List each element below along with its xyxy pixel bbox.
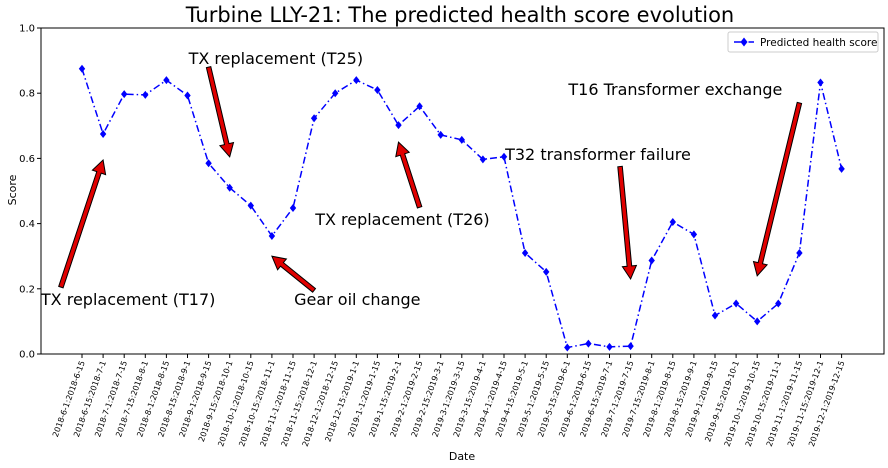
data-point-marker [543, 267, 550, 276]
data-point-marker [437, 130, 444, 139]
y-tick-label: 0.0 [19, 350, 35, 361]
y-tick-label: 0.8 [19, 89, 35, 100]
data-point-marker [374, 85, 381, 94]
data-point-marker [332, 89, 339, 98]
data-point-marker [585, 339, 592, 348]
annotation-label: TX replacement (T26) [314, 210, 489, 229]
data-point-marker [416, 102, 423, 111]
annotation-arrow [752, 101, 803, 277]
data-point-marker [163, 76, 170, 85]
annotation-arrow [395, 141, 423, 209]
legend-entry: Predicted health score [760, 37, 877, 49]
data-point-marker [458, 135, 465, 144]
annotation-label: T32 transformer failure [504, 145, 691, 164]
y-tick-label: 0.4 [19, 219, 35, 230]
legend-box [727, 31, 879, 53]
data-point-marker [796, 248, 803, 257]
annotation-label: TX replacement (T17) [40, 290, 215, 309]
data-point-marker [711, 311, 719, 320]
data-point-marker [817, 78, 824, 87]
data-point-marker [226, 183, 233, 192]
data-point-marker [775, 299, 782, 308]
data-point-marker [247, 201, 254, 210]
annotation-arrow [58, 158, 107, 289]
data-point-marker [690, 230, 698, 239]
data-point-marker [353, 76, 360, 85]
annotation-arrow [617, 165, 638, 281]
chart-title: Turbine LLY-21: The predicted health sco… [185, 3, 735, 27]
data-point-marker [521, 248, 529, 257]
data-point-marker [289, 203, 297, 212]
data-point-marker [99, 129, 107, 138]
annotation-label: T16 Transformer exchange [567, 80, 782, 99]
data-point-marker [627, 342, 634, 351]
y-tick-label: 0.2 [19, 284, 35, 295]
plot-area: 0.00.20.40.60.81.02018-6-1:2018-6-152018… [19, 24, 885, 448]
annotation-label: Gear oil change [294, 290, 420, 309]
data-point-marker [754, 317, 761, 326]
y-tick-label: 1.0 [19, 24, 35, 35]
data-point-marker [838, 164, 845, 173]
data-point-marker [205, 159, 212, 168]
annotation-arrow [205, 66, 235, 158]
data-point-marker [479, 155, 487, 164]
plot-frame [40, 27, 885, 355]
data-point-marker [184, 91, 191, 100]
data-point-marker [142, 90, 149, 99]
data-point-marker [310, 114, 318, 123]
y-axis-label: Score [6, 174, 19, 205]
data-point-marker [564, 343, 571, 352]
data-point-marker [648, 256, 655, 265]
data-point-marker [121, 90, 128, 99]
annotation-label: TX replacement (T25) [188, 49, 363, 68]
annotation-arrow [271, 255, 317, 293]
legend: Predicted health score [727, 31, 879, 53]
data-point-marker [268, 231, 276, 240]
data-point-marker [395, 121, 402, 130]
x-axis-label: Date [449, 450, 476, 463]
legend-diamond-marker [740, 37, 748, 47]
data-point-marker [500, 152, 508, 161]
data-point-marker [732, 299, 740, 308]
data-point-marker [606, 342, 613, 351]
data-point-marker [78, 64, 86, 73]
data-point-marker [669, 217, 676, 226]
y-tick-label: 0.6 [19, 154, 35, 165]
